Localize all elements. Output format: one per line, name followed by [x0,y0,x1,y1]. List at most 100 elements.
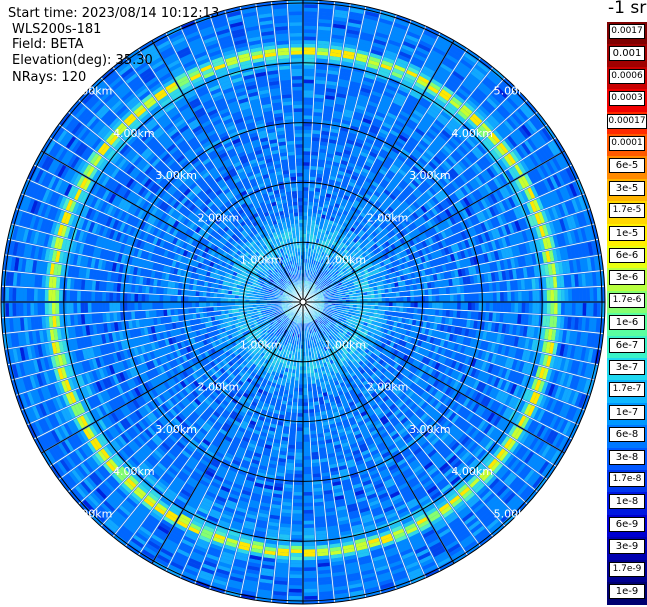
range-gate [365,202,373,209]
range-gate [553,303,558,315]
range-gate [311,219,316,224]
range-gate [388,311,393,316]
range-gate [332,191,339,197]
range-gate [443,57,457,67]
range-gate [357,131,367,138]
range-gate [356,296,361,299]
range-gate [364,14,379,21]
range-gate [362,80,374,87]
range-gate [311,380,316,385]
range-gate [313,198,319,203]
range-gate [322,225,328,231]
range-gate [311,223,316,228]
range-gate [304,22,317,27]
range-gate [458,61,471,73]
range-gate [364,161,373,168]
range-gate [338,133,347,139]
range-gate [319,266,323,271]
range-gate [310,169,317,174]
range-gate [391,102,402,110]
range-gate [368,100,379,108]
range-gate [355,138,365,145]
range-gate [330,45,343,51]
range-gate [303,258,306,263]
range-gate [403,41,416,50]
range-gate [363,305,368,309]
range-gate [417,43,431,53]
range-gate [417,308,422,314]
range-gate [320,271,324,276]
range-gate [395,307,400,312]
range-gate [310,372,315,377]
range-gate [339,163,347,169]
range-gate [324,167,331,173]
range-gate [317,209,323,215]
range-gate [303,176,310,181]
range-gate [449,294,454,302]
range-gate [340,241,345,247]
range-gate [399,302,404,307]
range-gate [402,312,407,318]
range-gate [575,288,580,301]
range-gate [345,215,352,222]
range-gate [308,208,313,213]
range-gate [356,161,364,168]
range-gate [323,222,329,227]
range-gate [327,208,333,214]
range-gate [388,288,393,293]
range-gate [431,309,436,316]
range-gate [345,36,358,43]
range-gate [405,313,411,319]
range-gate [366,104,377,111]
range-gate [314,191,320,196]
range-gate [395,140,404,149]
range-gate [303,162,310,166]
range-gate [381,289,386,294]
range-gate [354,60,367,67]
range-gate [317,166,324,171]
range-gate [327,223,333,229]
range-gate [326,84,337,90]
range-gate [387,183,396,191]
range-gate [393,64,406,73]
range-gate [303,144,311,148]
range-gate [304,11,318,16]
range-gate [363,17,378,25]
range-gate [404,125,414,134]
range-gate [385,293,389,298]
range-gate [535,290,540,302]
range-gate [518,302,522,313]
range-gate [328,259,333,265]
range-gate [341,198,348,204]
range-gate [360,187,368,193]
range-gate [312,126,321,131]
range-gate [428,302,433,309]
range-gate [303,223,307,227]
range-gate [407,119,418,128]
range-gate [337,140,346,146]
range-gate [312,209,318,214]
range-gate [347,135,356,142]
range-gate [338,78,350,85]
range-gate [467,285,472,293]
range-gate [435,40,450,50]
range-gate [398,312,403,318]
range-gate [388,292,393,298]
range-gate [321,263,325,268]
range-gate [310,369,314,374]
range-gate [313,401,319,406]
range-gate [369,151,378,158]
range-gate [313,267,316,272]
range-gate [324,163,332,169]
range-gate [344,235,350,241]
range-gate [430,316,435,323]
range-gate [410,59,423,69]
range-gate [315,184,322,189]
range-gate [370,124,380,132]
range-gate [321,251,325,257]
range-gate [342,57,354,64]
range-gate [442,302,447,309]
range-gate [355,196,362,203]
range-gate [417,75,430,84]
range-gate [313,271,317,276]
